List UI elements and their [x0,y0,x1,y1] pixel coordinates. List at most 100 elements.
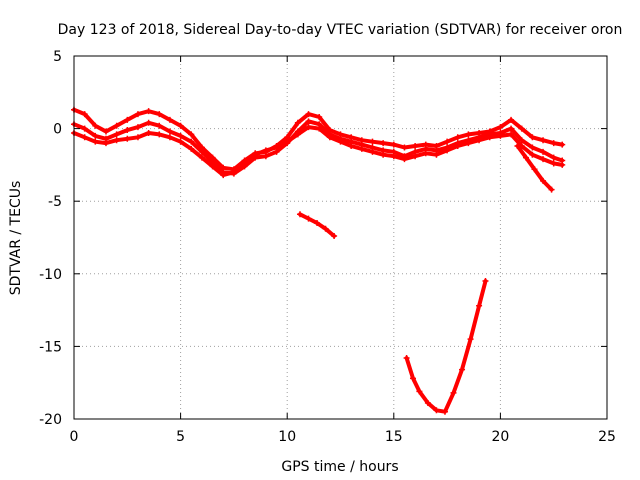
data-point [273,144,280,151]
data-point [124,135,131,142]
data-point [540,137,547,144]
data-point [465,131,472,138]
data-point [145,129,152,136]
data-point [177,132,184,139]
data-point [92,138,99,145]
data-point [337,138,344,145]
data-point [454,143,461,150]
data-point [230,169,237,176]
data-point [416,388,423,395]
data-point [262,153,269,160]
data-point [476,137,483,144]
data-point [467,336,474,343]
y-tick-label: 0 [53,122,62,138]
data-point [508,116,515,123]
data-point [188,138,195,145]
data-point [529,134,536,141]
data-point [540,156,547,163]
series-track-f [403,278,489,415]
y-tick-label: -5 [48,194,62,210]
data-point [459,366,466,373]
data-point [348,143,355,150]
data-point [241,158,248,165]
data-point [102,140,109,147]
data-point [497,124,504,131]
data-point [433,407,440,414]
data-point [316,113,323,120]
data-point [156,111,163,118]
data-point [145,119,152,126]
data-point [124,116,131,123]
y-tick-label: -10 [39,267,62,283]
data-point [380,140,387,147]
data-point [198,148,205,155]
data-point [486,134,493,141]
data-series [71,106,566,415]
data-point [548,186,555,193]
data-point [476,302,483,309]
data-point [252,151,259,158]
data-point [518,137,525,144]
data-point [113,137,120,144]
data-point [409,375,416,382]
data-point [454,134,461,141]
data-point [514,143,521,150]
data-point [326,134,333,141]
data-point [444,147,451,154]
data-point [102,128,109,135]
data-point [465,140,472,147]
data-point [305,124,312,131]
data-point [209,163,216,170]
data-point [358,145,365,152]
data-point [92,122,99,129]
data-point [508,131,515,138]
data-point [81,134,88,141]
data-point [331,233,338,240]
data-point [540,177,547,184]
data-point [316,125,323,132]
axis-ticks: 0 5 10 15 20 25 -20 -15 -10 -5 0 5 [39,49,616,445]
x-axis-label: GPS time / hours [281,459,398,475]
data-point [529,151,536,158]
data-point [401,156,408,163]
data-point [305,111,312,118]
data-point [369,138,376,145]
series-track-c [71,124,566,179]
x-tick-label: 20 [491,429,509,445]
data-point [294,131,301,138]
data-point [262,147,269,154]
x-tick-label: 0 [70,429,79,445]
data-point [134,111,141,118]
data-point [444,138,451,145]
data-point [188,145,195,152]
data-point [422,150,429,157]
data-point [529,144,536,151]
data-point [559,161,566,168]
data-point [177,138,184,145]
data-point [188,131,195,138]
data-point [305,118,312,125]
data-point [220,172,227,179]
series-track-a [71,106,566,173]
data-point [390,141,397,148]
data-point [401,144,408,151]
data-point [113,131,120,138]
data-point [177,122,184,129]
y-tick-label: -20 [39,412,62,428]
data-point [134,134,141,141]
data-point [284,138,291,145]
grid-lines [74,56,607,419]
x-tick-label: 5 [176,429,185,445]
y-tick-label: 5 [53,49,62,65]
data-point [433,151,440,158]
data-point [412,153,419,160]
x-tick-label: 25 [598,429,616,445]
data-point [482,278,489,285]
data-point [124,127,131,134]
data-point [390,153,397,160]
data-point [294,119,301,126]
data-point [559,141,566,148]
data-point [166,134,173,141]
chart-title: Day 123 of 2018, Sidereal Day-to-day VTE… [58,22,623,38]
